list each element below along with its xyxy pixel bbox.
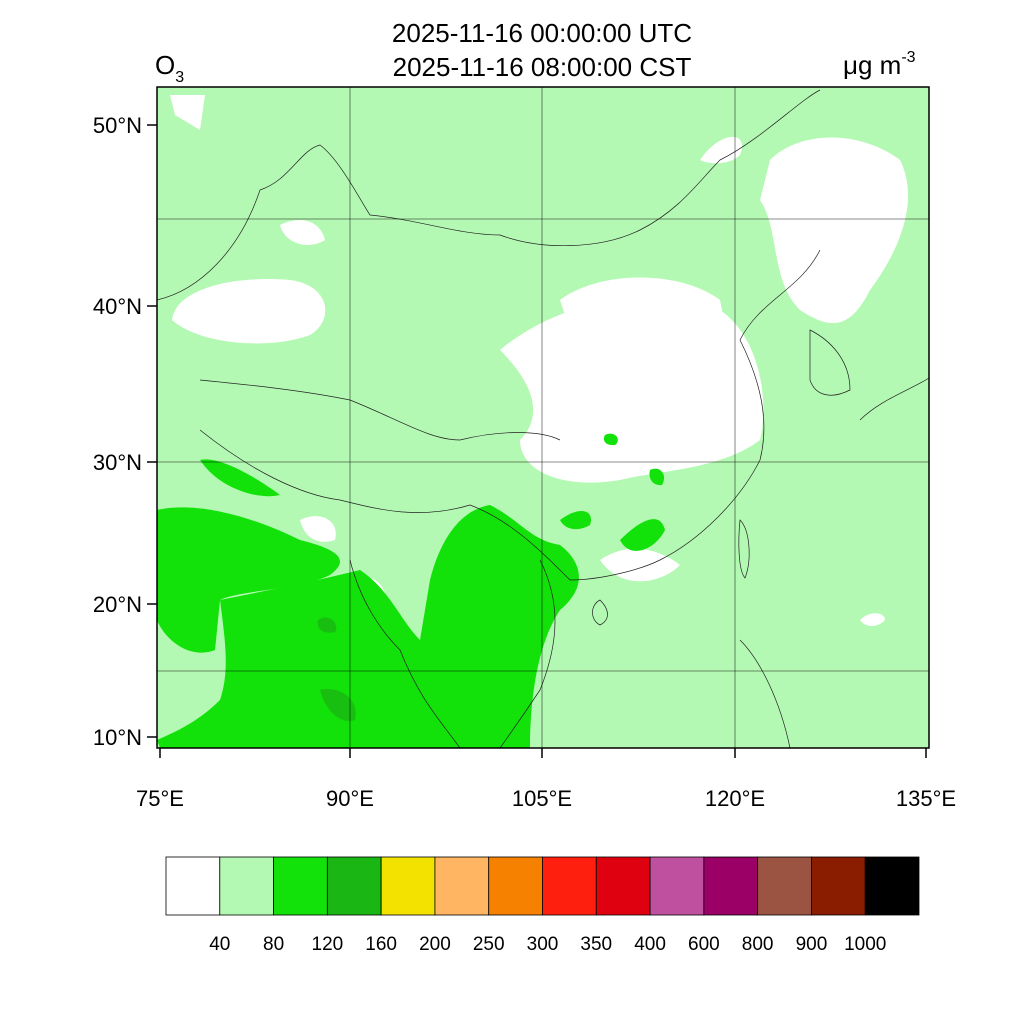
graticule [157,87,929,748]
colorbar-label: 1000 [844,934,886,955]
colorbar-box [542,856,597,916]
higher-ozone-areas [317,617,356,721]
lon-label: 120°E [705,786,765,811]
colorbar-label: 800 [742,934,774,955]
lat-label: 30°N [93,450,142,475]
moderate-ozone-areas [157,433,665,748]
colorbar-label: 200 [419,934,451,955]
lat-label: 20°N [93,592,142,617]
colorbar-label: 160 [365,934,397,955]
colorbar-box [165,856,221,916]
lat-label: 40°N [93,294,142,319]
title-utc: 2025-11-16 00:00:00 UTC [392,18,692,48]
colorbar-box [649,856,705,916]
colorbar-label: 350 [580,934,612,955]
colorbar-box [434,856,490,916]
map-frame [156,86,930,749]
units-exponent: -3 [901,49,915,66]
units: μg m [843,50,901,80]
colorbar-box [757,856,812,916]
colorbar-label: 900 [796,934,828,955]
colorbar-box [488,856,543,916]
lon-label: 75°E [136,786,184,811]
colorbar-label: 250 [473,934,505,955]
colorbar-box [219,856,274,916]
lat-label: 50°N [93,113,142,138]
colorbar-box [273,856,328,916]
variable-label: O3 [155,50,184,86]
lon-label: 135°E [896,786,956,811]
map [156,86,930,749]
axis-labels: 50°N 40°N 30°N 20°N 10°N 75°E 90°E 105°E 120°E 13… [93,113,956,811]
boundaries [156,89,930,749]
colorbar-box [595,856,651,916]
units-label: μg m-3 [843,49,916,80]
lon-label: 90°E [326,786,374,811]
colorbar-label: 80 [263,934,284,955]
variable: O [155,50,175,80]
lat-label: 10°N [93,725,142,750]
colorbar-box [811,856,866,916]
colorbar-label: 40 [209,934,230,955]
lon-label: 105°E [512,786,572,811]
colorbar-label: 600 [688,934,720,955]
colorbar-box [326,856,382,916]
variable-subscript: 3 [175,69,184,86]
colorbar-label: 300 [527,934,559,955]
colorbar-label: 400 [634,934,666,955]
colorbar-label: 120 [312,934,344,955]
colorbar-box [703,856,759,916]
title-cst: 2025-11-16 08:00:00 CST [393,52,692,82]
colorbar-box [380,856,436,916]
colorbar-box [864,856,920,916]
colorbar: 40 80 120 160 200 250 300 350 400 600 800 900 1000 [165,856,920,955]
